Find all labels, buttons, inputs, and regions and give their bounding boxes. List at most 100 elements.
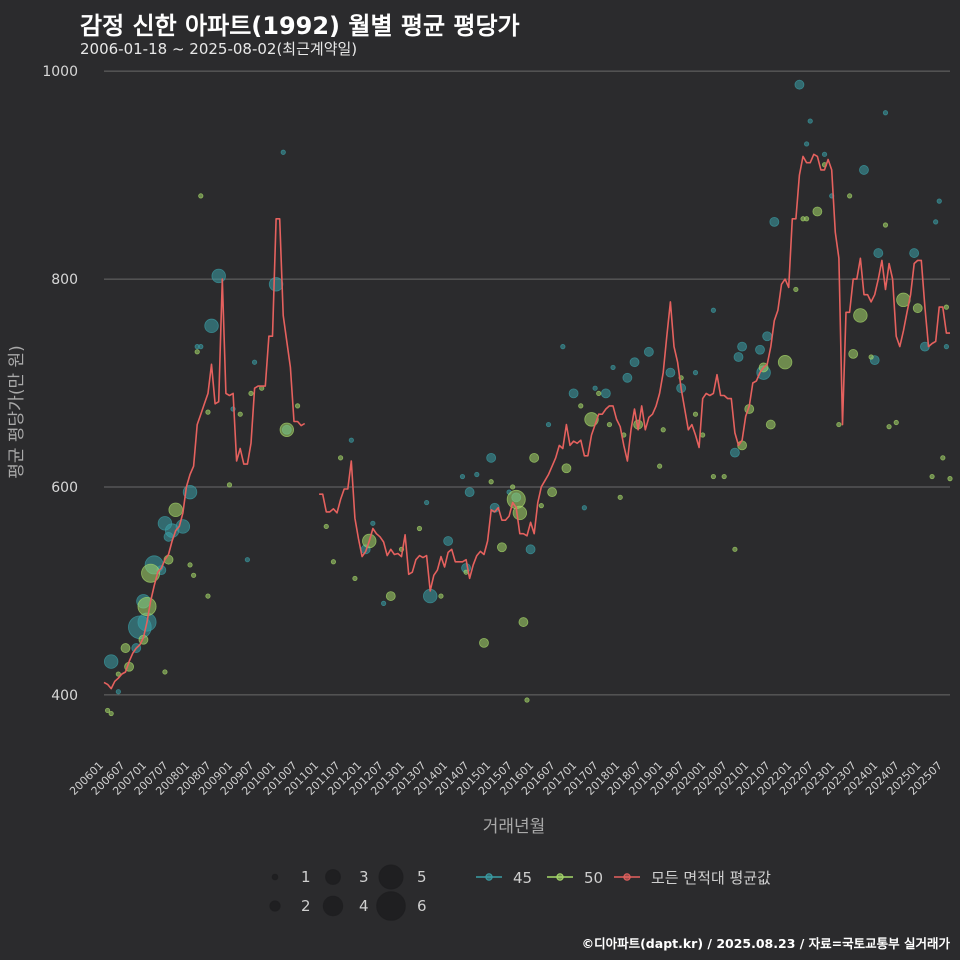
bubble-point-50 — [578, 403, 584, 409]
bubble-point-50 — [777, 355, 793, 370]
size-legend-dot — [376, 891, 406, 921]
bubble-point-45 — [486, 452, 497, 463]
bubble-point-50 — [836, 421, 842, 428]
bubble-point-45 — [244, 557, 250, 563]
bubble-point-50 — [538, 503, 544, 509]
bubble-point-50 — [524, 697, 530, 703]
bubble-point-50 — [237, 411, 243, 417]
bubble-point-50 — [660, 427, 666, 433]
legend-marker — [623, 873, 631, 881]
gridlines — [104, 70, 950, 696]
bubble-point-50 — [793, 286, 799, 293]
y-tick-label: 800 — [51, 272, 78, 288]
bubble-point-50 — [882, 222, 889, 228]
bubble-point-50 — [940, 455, 946, 461]
bubble-point-50 — [547, 487, 557, 498]
y-tick-label: 600 — [51, 480, 78, 496]
bubble-point-45 — [103, 654, 119, 669]
bubble-point-50 — [187, 562, 193, 568]
bubble-point-45 — [251, 359, 258, 365]
bubble-point-45 — [592, 385, 598, 391]
bubble-point-50 — [497, 542, 507, 553]
size-legend-label: 2 — [301, 897, 311, 915]
bubble-point-45 — [443, 536, 454, 546]
bubble-point-45 — [665, 367, 676, 378]
bubble-point-45 — [755, 344, 765, 355]
bubble-point-50 — [700, 432, 706, 438]
bubble-point-50 — [115, 671, 121, 677]
bubble-point-45 — [175, 519, 191, 534]
bubble-point-50 — [947, 476, 953, 482]
bubble-point-50 — [226, 482, 233, 488]
bubble-point-50 — [886, 424, 892, 430]
bubble-point-45 — [581, 505, 587, 511]
bubble-point-45 — [204, 318, 219, 334]
bubble-point-50 — [416, 525, 423, 532]
bubble-point-45 — [568, 388, 579, 399]
bubble-point-45 — [280, 149, 286, 155]
legend-marker — [556, 873, 564, 881]
bubble-point-45 — [464, 487, 475, 498]
size-legend-dot — [271, 873, 279, 881]
bubble-point-45 — [600, 388, 611, 399]
bubble-point-50 — [104, 707, 111, 714]
bubble-points — [103, 79, 953, 717]
bubble-point-50 — [279, 422, 295, 437]
bubble-point-50 — [205, 409, 211, 415]
chart-title: 감정 신한 아파트(1992) 월별 평균 평당가 — [80, 12, 520, 40]
bubble-point-50 — [108, 710, 114, 717]
bubble-point-45 — [936, 198, 942, 204]
bubble-point-45 — [370, 520, 376, 526]
size-legend-label: 5 — [417, 868, 427, 886]
x-axis-ticks: 2006012006072007012007072008012008072009… — [67, 759, 945, 798]
bubble-point-45 — [348, 437, 354, 443]
bubble-point-45 — [909, 248, 920, 258]
bubble-point-45 — [882, 110, 889, 116]
bubble-point-50 — [657, 463, 663, 469]
size-legend-label: 3 — [359, 868, 369, 886]
bubble-point-50 — [205, 593, 211, 599]
x-axis-title: 거래년월 — [483, 817, 546, 837]
size-legend-dot — [269, 900, 281, 912]
bubble-point-50 — [596, 390, 602, 397]
bubble-point-50 — [323, 523, 329, 530]
bubble-point-45 — [821, 151, 828, 157]
bubble-point-45 — [268, 277, 284, 292]
bubble-point-50 — [853, 308, 868, 323]
bubble-point-45 — [769, 216, 780, 227]
bubble-point-45 — [710, 307, 717, 313]
bubble-point-50 — [510, 484, 516, 490]
bubble-point-50 — [512, 505, 528, 521]
bubble-point-50 — [848, 349, 859, 359]
bubble-point-50 — [732, 546, 738, 552]
chart-subtitle: 2006-01-18 ~ 2025-08-02(최근계약일) — [80, 40, 358, 58]
bubble-point-45 — [873, 248, 884, 258]
bubble-point-50 — [893, 419, 899, 426]
bubble-point-50 — [488, 479, 494, 485]
bubble-point-50 — [168, 502, 183, 518]
y-tick-label: 400 — [51, 688, 78, 704]
bubble-point-45 — [730, 447, 740, 458]
size-legend-label: 6 — [417, 897, 427, 915]
bubble-point-50 — [330, 559, 337, 565]
size-legend-dot — [378, 864, 404, 890]
bubble-point-50 — [721, 473, 727, 480]
bubble-point-45 — [859, 165, 869, 175]
bubble-point-45 — [807, 118, 813, 124]
bubble-point-50 — [248, 390, 254, 397]
size-legend-label: 4 — [359, 897, 369, 915]
bubble-point-45 — [115, 689, 121, 695]
legend-label: 45 — [513, 869, 532, 887]
bubble-point-50 — [812, 206, 823, 217]
bubble-point-45 — [643, 346, 654, 357]
bubble-point-45 — [943, 344, 950, 350]
bubble-point-50 — [606, 421, 613, 428]
bubble-point-45 — [733, 352, 744, 362]
average-line — [103, 153, 950, 690]
bubble-point-50 — [191, 572, 197, 578]
bubble-point-50 — [765, 419, 776, 430]
bubble-point-50 — [868, 354, 874, 360]
bubble-point-50 — [561, 463, 572, 474]
y-axis-ticks: 400 600 800 1000 — [42, 64, 78, 704]
